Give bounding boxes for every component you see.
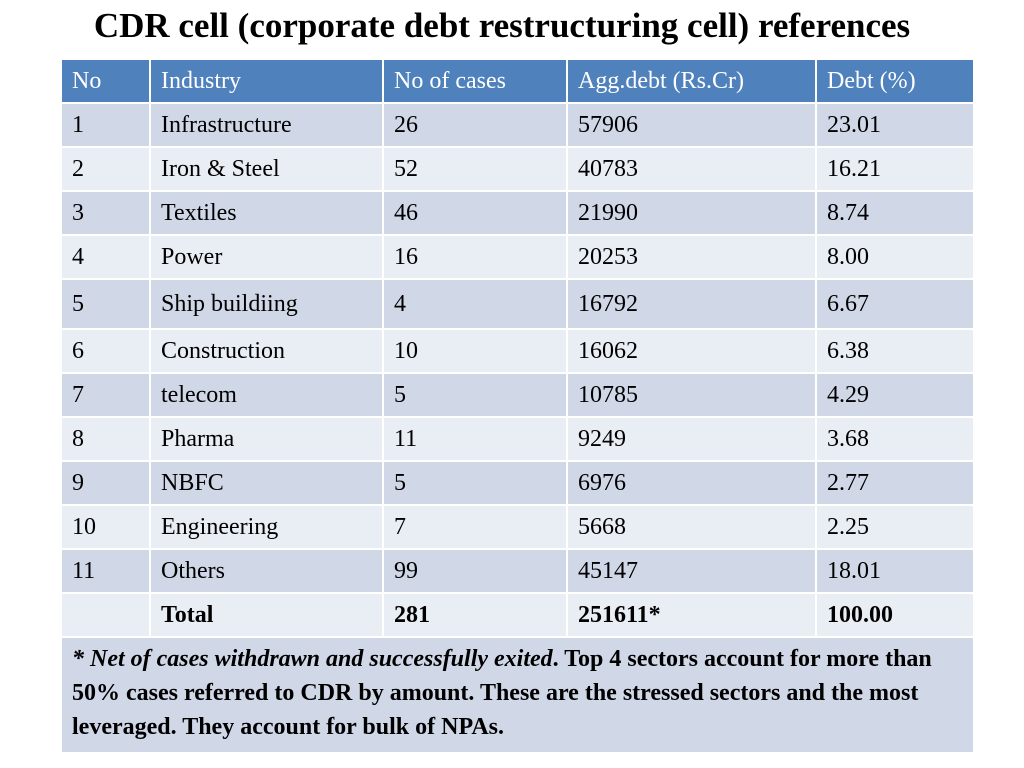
cell-debt-percent: 16.21: [815, 146, 975, 192]
cell-cases: 46: [382, 190, 568, 236]
cell-agg-debt: 20253: [566, 234, 817, 280]
cell-no: 2: [60, 146, 151, 192]
cell-cases: 11: [382, 416, 568, 462]
header-industry: Industry: [149, 58, 384, 104]
cell-cases: 7: [382, 504, 568, 550]
cell-no: 1: [60, 102, 151, 148]
cell-cases: 16: [382, 234, 568, 280]
cell-industry: Iron & Steel: [149, 146, 384, 192]
table-row: 2 Iron & Steel 52 40783 16.21: [60, 146, 975, 192]
table-row: 9 NBFC 5 6976 2.77: [60, 460, 975, 506]
cell-agg-debt: 6976: [566, 460, 817, 506]
table-row: 3 Textiles 46 21990 8.74: [60, 190, 975, 236]
cell-agg-debt: 45147: [566, 548, 817, 594]
table-row: 6 Construction 10 16062 6.38: [60, 328, 975, 374]
table-row: 10 Engineering 7 5668 2.25: [60, 504, 975, 550]
cell-debt-percent: 6.38: [815, 328, 975, 374]
total-no: [60, 592, 151, 638]
cell-debt-percent: 8.74: [815, 190, 975, 236]
cell-agg-debt: 16062: [566, 328, 817, 374]
header-agg-debt: Agg.debt (Rs.Cr): [566, 58, 817, 104]
table-row: 11 Others 99 45147 18.01: [60, 548, 975, 594]
cell-agg-debt: 57906: [566, 102, 817, 148]
cell-cases: 10: [382, 328, 568, 374]
cell-industry: Others: [149, 548, 384, 594]
header-row: No Industry No of cases Agg.debt (Rs.Cr)…: [60, 58, 975, 104]
cell-industry: telecom: [149, 372, 384, 418]
note-row: * Net of cases withdrawn and successfull…: [60, 636, 975, 754]
cell-agg-debt: 5668: [566, 504, 817, 550]
cell-agg-debt: 16792: [566, 278, 817, 330]
cell-debt-percent: 18.01: [815, 548, 975, 594]
cell-debt-percent: 3.68: [815, 416, 975, 462]
cell-agg-debt: 40783: [566, 146, 817, 192]
cell-no: 3: [60, 190, 151, 236]
cell-cases: 5: [382, 372, 568, 418]
cell-no: 9: [60, 460, 151, 506]
cell-cases: 5: [382, 460, 568, 506]
cell-industry: NBFC: [149, 460, 384, 506]
header-no-of-cases: No of cases: [382, 58, 568, 104]
footnote-text: . Top 4 sectors account for more than 50…: [72, 646, 932, 740]
cell-cases: 99: [382, 548, 568, 594]
cell-debt-percent: 23.01: [815, 102, 975, 148]
cell-industry: Infrastructure: [149, 102, 384, 148]
cell-no: 6: [60, 328, 151, 374]
cell-debt-percent: 2.77: [815, 460, 975, 506]
cell-industry: Textiles: [149, 190, 384, 236]
cell-no: 11: [60, 548, 151, 594]
total-cases: 281: [382, 592, 568, 638]
cell-debt-percent: 4.29: [815, 372, 975, 418]
footnote-italic: * Net of cases withdrawn and successfull…: [72, 646, 553, 672]
cell-debt-percent: 8.00: [815, 234, 975, 280]
table-row: 5 Ship buildiing 4 16792 6.67: [60, 278, 975, 330]
cell-no: 7: [60, 372, 151, 418]
header-no: No: [60, 58, 151, 104]
cell-industry: Pharma: [149, 416, 384, 462]
cell-no: 8: [60, 416, 151, 462]
table-row: 7 telecom 5 10785 4.29: [60, 372, 975, 418]
table-row: 4 Power 16 20253 8.00: [60, 234, 975, 280]
cell-cases: 52: [382, 146, 568, 192]
cell-no: 5: [60, 278, 151, 330]
cell-industry: Engineering: [149, 504, 384, 550]
cell-agg-debt: 10785: [566, 372, 817, 418]
cell-industry: Power: [149, 234, 384, 280]
total-agg-debt: 251611*: [566, 592, 817, 638]
table-row: 1 Infrastructure 26 57906 23.01: [60, 102, 975, 148]
header-debt-percent: Debt (%): [815, 58, 975, 104]
total-row: Total 281 251611* 100.00: [60, 592, 975, 638]
cell-debt-percent: 6.67: [815, 278, 975, 330]
cell-agg-debt: 9249: [566, 416, 817, 462]
table-row: 8 Pharma 11 9249 3.68: [60, 416, 975, 462]
footnote: * Net of cases withdrawn and successfull…: [60, 636, 975, 754]
cell-industry: Construction: [149, 328, 384, 374]
cell-cases: 4: [382, 278, 568, 330]
cell-agg-debt: 21990: [566, 190, 817, 236]
slide-title: CDR cell (corporate debt restructuring c…: [93, 6, 911, 45]
cell-cases: 26: [382, 102, 568, 148]
cell-debt-percent: 2.25: [815, 504, 975, 550]
cdr-industry-table: No Industry No of cases Agg.debt (Rs.Cr)…: [60, 58, 975, 754]
cell-no: 10: [60, 504, 151, 550]
total-label: Total: [149, 592, 384, 638]
cell-industry: Ship buildiing: [149, 278, 384, 330]
cell-no: 4: [60, 234, 151, 280]
total-debt-percent: 100.00: [815, 592, 975, 638]
